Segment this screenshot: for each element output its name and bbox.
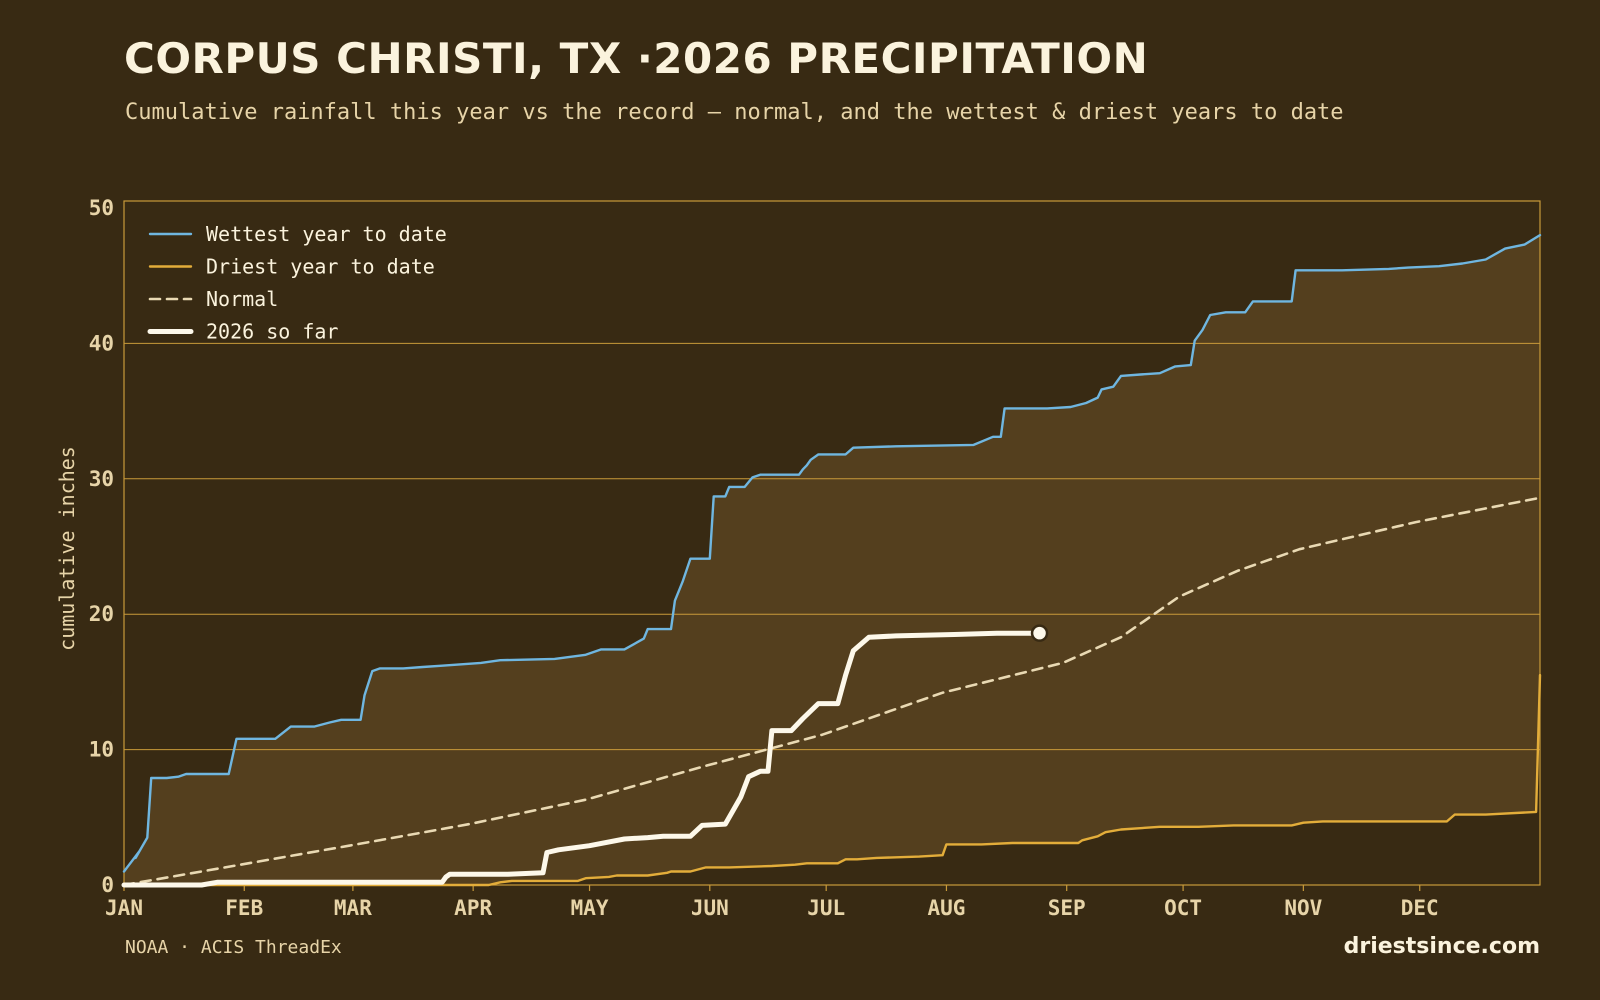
y-tick-label: 50 [89, 196, 114, 220]
y-tick-label: 20 [89, 602, 114, 626]
x-tick-label: FEB [225, 896, 263, 920]
y-tick-label: 0 [101, 873, 114, 897]
x-tick-label: JUN [691, 896, 729, 920]
series-line-driest-year-to-date [122, 673, 1542, 887]
current-point-marker [1030, 624, 1049, 642]
series-line-normal [122, 496, 1542, 887]
legend-label: Driest year to date [206, 255, 435, 279]
wet-dry-band [124, 235, 1540, 886]
series-line-2026-so-far [121, 630, 1043, 888]
x-tick-label: OCT [1164, 896, 1202, 920]
y-tick-label: 30 [89, 467, 114, 491]
plot-frame [123, 200, 1541, 886]
legend-label: Normal [206, 287, 278, 311]
x-tick-label: AUG [927, 896, 965, 920]
x-tick-label: JAN [105, 896, 143, 920]
y-tick-label: 40 [89, 331, 114, 355]
legend: Wettest year to date Driest year to date N… [147, 222, 447, 344]
page-subtitle: Cumulative rainfall this year vs the rec… [125, 100, 1344, 125]
data-source: NOAA · ACIS ThreadEx [125, 937, 342, 958]
legend-label: 2026 so far [206, 320, 338, 344]
x-tick-label: MAY [571, 896, 609, 920]
page-title: CORPUS CHRISTI, TX ·2026 PRECIPITATION [124, 34, 1149, 83]
x-tick-label: NOV [1284, 896, 1322, 920]
x-tick-label: SEP [1048, 896, 1086, 920]
legend-label: Wettest year to date [206, 222, 447, 246]
series-line-wettest-year-to-date [122, 233, 1542, 873]
x-tick-label: DEC [1401, 896, 1439, 920]
y-axis-label: cumulative inches [55, 446, 79, 651]
x-tick-label: JUL [807, 896, 845, 920]
brand-link[interactable]: driestsince.com [1343, 934, 1540, 959]
x-tick-label: APR [454, 896, 492, 920]
x-tick-label: MAR [334, 896, 372, 920]
y-tick-label: 10 [89, 738, 114, 762]
